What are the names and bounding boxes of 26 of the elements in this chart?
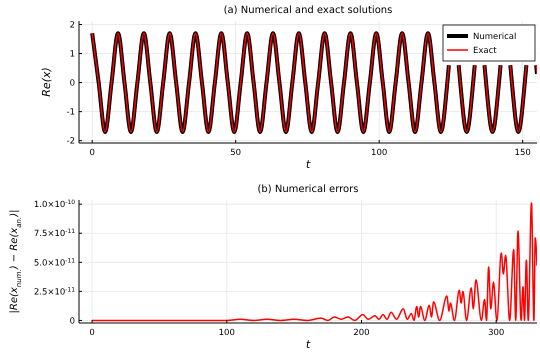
x-tick-label: 0: [89, 148, 95, 158]
x-tick-label: 200: [353, 328, 370, 338]
y-tick-label: -2: [66, 136, 75, 147]
y-tick-label: -1: [66, 108, 75, 118]
x-tick-label: 100: [218, 328, 235, 338]
x-tick-label: 100: [371, 148, 388, 158]
x-tick-label: 0: [89, 328, 95, 338]
line-series: [91, 202, 537, 322]
y-tick-label: 1.0×10$^{-10}$: [34, 198, 76, 210]
y-tick-label: 5.0×10$^{-11}$: [34, 256, 76, 268]
legend-label: Numerical: [473, 32, 516, 42]
y-tick-label: 7.5×10$^{-11}$: [34, 228, 76, 240]
x-axis-title: t: [306, 338, 311, 351]
x-tick-label: 50: [230, 148, 242, 158]
y-tick-label: 2: [70, 20, 75, 30]
y-tick-label: 0: [70, 78, 75, 89]
y-tick-label: 0: [70, 316, 75, 326]
x-tick-label: 300: [488, 328, 504, 338]
y-tick-label: 1: [70, 50, 75, 60]
x-axis-title: t: [306, 158, 311, 171]
y-axis-title: Re(x): [40, 67, 53, 97]
legend-label: Exact: [473, 46, 498, 56]
y-tick-label: 2.5×10$^{-11}$: [34, 286, 76, 298]
chart-title: (b) Numerical errors: [258, 184, 358, 195]
chart-title: (a) Numerical and exact solutions: [224, 5, 392, 16]
x-tick-label: 150: [514, 148, 531, 158]
